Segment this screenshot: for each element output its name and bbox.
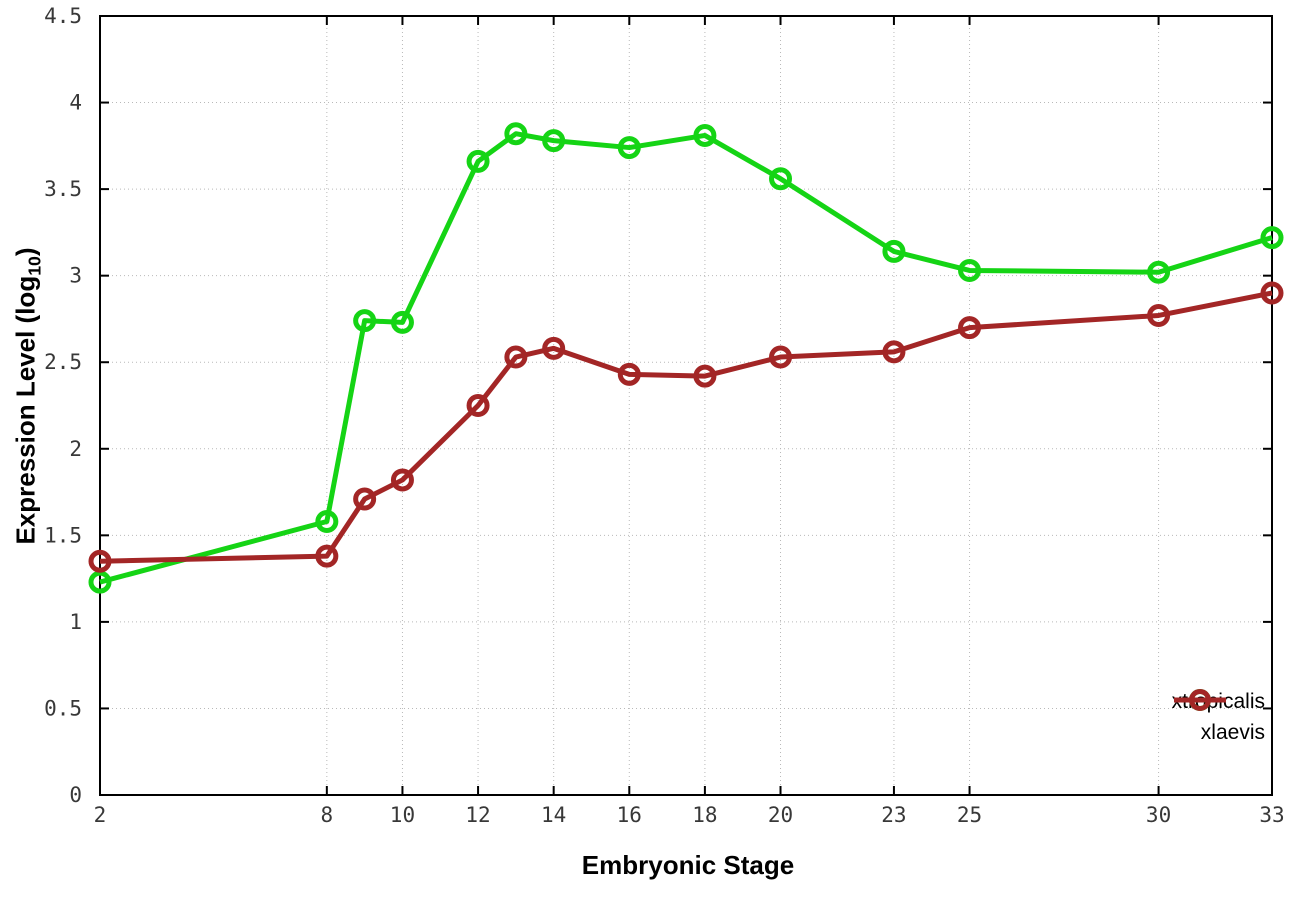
- plot-border: [99, 15, 1273, 796]
- data-point-xlaevis: [769, 345, 793, 369]
- series-line-xlaevis: [99, 290, 1273, 564]
- data-point-xtropicalis: [882, 239, 906, 263]
- x-tick-label: 10: [390, 803, 415, 827]
- data-point-xlaevis: [504, 345, 528, 369]
- series-line-xtropicalis: [99, 131, 1273, 585]
- data-point-xlaevis: [466, 394, 490, 417]
- legend-label: xlaevis: [1200, 721, 1265, 744]
- y-tick-label: 0.5: [44, 696, 82, 720]
- data-point-xtropicalis: [315, 509, 339, 533]
- data-point-xtropicalis: [1260, 226, 1284, 250]
- y-tick-label: 4.5: [44, 4, 82, 28]
- data-point-xlaevis: [353, 487, 377, 511]
- legend: xtropicalisxlaevis: [1172, 687, 1265, 748]
- x-tick-label: 33: [1259, 803, 1284, 827]
- x-tick-label: 25: [957, 803, 982, 827]
- data-point-xtropicalis: [390, 310, 414, 334]
- data-point-xtropicalis: [958, 258, 982, 282]
- y-tick-label: 3: [69, 264, 82, 288]
- data-point-xlaevis: [542, 336, 566, 360]
- data-point-xtropicalis: [693, 123, 717, 147]
- data-point-xtropicalis: [466, 149, 490, 173]
- data-point-xtropicalis: [353, 309, 377, 333]
- data-point-xtropicalis: [542, 129, 566, 153]
- y-tick-label: 4: [69, 91, 82, 115]
- y-axis-title-suffix: ): [10, 247, 41, 257]
- x-tick-label: 16: [617, 803, 642, 827]
- y-tick-label: 1.5: [44, 523, 82, 547]
- legend-row-xlaevis: xlaevis: [1173, 689, 1265, 748]
- data-point-xlaevis: [390, 468, 414, 492]
- data-point-xlaevis: [882, 340, 906, 364]
- data-point-xtropicalis: [504, 122, 528, 146]
- data-point-xlaevis: [1147, 303, 1171, 327]
- data-point-xlaevis: [617, 362, 641, 386]
- x-tick-label: 14: [541, 803, 566, 827]
- data-point-xlaevis: [1260, 281, 1284, 305]
- y-tick-label: 1: [69, 610, 82, 634]
- y-tick-label: 2: [69, 437, 82, 461]
- data-point-xlaevis: [315, 544, 339, 568]
- x-tick-label: 23: [881, 803, 906, 827]
- legend-marker-xlaevis: [1173, 689, 1226, 711]
- y-axis-title: Expression Level (log10): [10, 247, 45, 544]
- legend-sample-marker: [1188, 689, 1211, 711]
- y-tick-label: 0: [69, 783, 82, 807]
- data-point-xlaevis: [88, 549, 112, 573]
- data-point-xlaevis: [958, 316, 982, 340]
- x-axis-title: Embryonic Stage: [581, 850, 795, 880]
- data-point-xtropicalis: [1147, 260, 1171, 284]
- x-tick-label: 30: [1146, 803, 1171, 827]
- x-tick-label: 2: [94, 803, 107, 827]
- x-tick-label: 18: [692, 803, 717, 827]
- y-axis-title-subscript: 10: [24, 256, 45, 276]
- data-point-xlaevis: [693, 364, 717, 388]
- x-tick-label: 8: [321, 803, 334, 827]
- data-point-xtropicalis: [769, 167, 793, 191]
- y-axis-title-text: Expression Level (log: [10, 275, 41, 545]
- y-tick-label: 2.5: [44, 350, 82, 374]
- data-point-xtropicalis: [88, 570, 112, 594]
- y-tick-label: 3.5: [44, 177, 82, 201]
- x-tick-label: 20: [768, 803, 793, 827]
- x-tick-label: 12: [465, 803, 490, 827]
- data-point-xtropicalis: [617, 136, 641, 160]
